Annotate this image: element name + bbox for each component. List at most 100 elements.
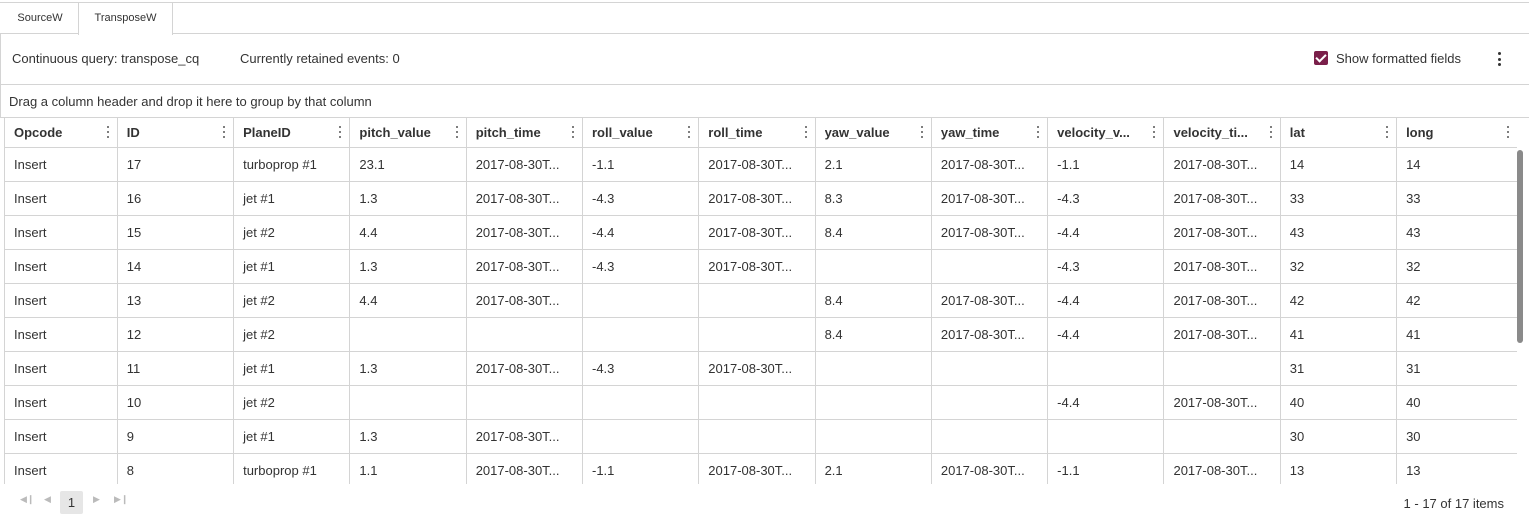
table-row[interactable]: Insert 13 jet #2 4.4 2017-08-30T... 8.4 2017-0… <box>5 283 1517 318</box>
table-cell: jet #2 <box>233 317 351 352</box>
column-header[interactable]: long <box>1396 118 1517 148</box>
tab-bar: SourceW TransposeW <box>0 3 1529 35</box>
table-cell: 2017-08-30T... <box>466 181 583 216</box>
table-cell: 17 <box>117 147 235 182</box>
table-cell: Insert <box>5 419 118 454</box>
column-menu-icon[interactable] <box>106 126 110 138</box>
table-cell: 2017-08-30T... <box>931 147 1049 182</box>
table-cell: -4.3 <box>1047 181 1165 216</box>
table-cell: 10 <box>117 385 235 420</box>
column-header[interactable]: velocity_ti... <box>1163 118 1281 148</box>
table-cell <box>349 385 467 420</box>
table-cell <box>698 317 816 352</box>
table-cell: 2017-08-30T... <box>466 283 583 318</box>
table-cell: jet #2 <box>233 283 351 318</box>
column-header-label: yaw_value <box>824 125 890 141</box>
column-header[interactable]: roll_value <box>582 118 700 148</box>
group-drop-area[interactable]: Drag a column header and drop it here to… <box>0 84 1529 118</box>
table-cell <box>1163 419 1281 454</box>
table-row[interactable]: Insert 12 jet #2 8.4 2017-08-30T... -4.4 2017-… <box>5 317 1517 352</box>
table-cell <box>698 283 816 318</box>
tab-sourcew[interactable]: SourceW <box>17 12 63 24</box>
table-cell: -4.3 <box>582 181 700 216</box>
table-row[interactable]: Insert 17 turboprop #1 23.1 2017-08-30T... -1… <box>5 147 1517 182</box>
table-cell: 9 <box>117 419 235 454</box>
column-menu-icon[interactable] <box>1153 126 1156 138</box>
column-header[interactable]: velocity_v... <box>1047 118 1165 148</box>
page-1-button[interactable]: 1 <box>60 491 83 514</box>
table-cell: 2017-08-30T... <box>1163 453 1281 484</box>
table-row[interactable]: Insert 8 turboprop #1 1.1 2017-08-30T... -1.1… <box>5 453 1517 484</box>
table-cell: 2017-08-30T... <box>1163 147 1281 182</box>
prev-page-icon[interactable]: ◀ <box>44 494 51 504</box>
column-header[interactable]: yaw_time <box>931 118 1049 148</box>
table-cell: 2017-08-30T... <box>1163 181 1281 216</box>
column-header[interactable]: pitch_value <box>349 118 467 148</box>
table-cell: 2017-08-30T... <box>466 215 583 250</box>
table-cell: 2017-08-30T... <box>931 181 1049 216</box>
column-menu-icon[interactable] <box>920 126 924 138</box>
table-cell: jet #2 <box>233 215 351 250</box>
column-menu-icon[interactable] <box>688 126 691 138</box>
column-menu-icon[interactable] <box>1037 126 1040 138</box>
table-cell: 1.3 <box>349 419 467 454</box>
vertical-scrollbar[interactable] <box>1517 150 1523 343</box>
table-cell: -4.3 <box>582 249 700 284</box>
tab-transposew[interactable]: TransposeW <box>78 3 173 35</box>
table-row[interactable]: Insert 10 jet #2 -4.4 2017-08-30T... 40 40 <box>5 385 1517 420</box>
more-options-icon[interactable] <box>1491 50 1507 68</box>
table-cell: -4.3 <box>1047 249 1165 284</box>
table-row[interactable]: Insert 16 jet #1 1.3 2017-08-30T... -4.3 2017-… <box>5 181 1517 216</box>
next-page-icon[interactable]: ▶ <box>93 494 100 504</box>
column-header[interactable]: Opcode <box>5 118 118 148</box>
data-grid: Opcode ID PlaneID pitch_value pitch_time roll… <box>4 118 1526 484</box>
table-cell: jet #1 <box>233 249 351 284</box>
table-cell: 2017-08-30T... <box>1163 249 1281 284</box>
column-menu-icon[interactable] <box>1386 126 1389 138</box>
column-header[interactable]: pitch_time <box>466 118 583 148</box>
column-header[interactable]: yaw_value <box>815 118 932 148</box>
table-cell: Insert <box>5 181 118 216</box>
table-cell: -1.1 <box>1047 147 1165 182</box>
table-cell <box>582 385 700 420</box>
column-header[interactable]: PlaneID <box>233 118 351 148</box>
column-header-label: velocity_v... <box>1057 125 1130 141</box>
column-menu-icon[interactable] <box>804 126 808 138</box>
table-cell: Insert <box>5 385 118 420</box>
column-menu-icon[interactable] <box>339 126 342 138</box>
column-menu-icon[interactable] <box>571 126 575 138</box>
table-cell <box>1047 351 1165 386</box>
column-header[interactable]: roll_time <box>698 118 816 148</box>
table-cell: Insert <box>5 249 118 284</box>
column-header[interactable]: ID <box>117 118 235 148</box>
column-menu-icon[interactable] <box>1269 126 1273 138</box>
table-cell: 43 <box>1396 215 1517 250</box>
table-cell: 2017-08-30T... <box>931 317 1049 352</box>
table-cell: 2017-08-30T... <box>931 215 1049 250</box>
last-page-icon[interactable]: ▶❙ <box>114 494 129 504</box>
table-cell: 13 <box>1396 453 1517 484</box>
table-cell: 1.3 <box>349 351 467 386</box>
table-cell: Insert <box>5 453 118 484</box>
table-cell: 14 <box>1280 147 1398 182</box>
table-cell: -1.1 <box>1047 453 1165 484</box>
column-header-label: velocity_ti... <box>1173 125 1248 141</box>
table-row[interactable]: Insert 14 jet #1 1.3 2017-08-30T... -4.3 2017-… <box>5 249 1517 284</box>
top-border <box>0 2 1529 3</box>
first-page-icon[interactable]: ◀❙ <box>20 494 35 504</box>
table-row[interactable]: Insert 15 jet #2 4.4 2017-08-30T... -4.4 2017-… <box>5 215 1517 250</box>
table-cell: turboprop #1 <box>233 147 351 182</box>
column-header[interactable]: lat <box>1280 118 1398 148</box>
column-header-label: roll_value <box>591 125 653 141</box>
column-menu-icon[interactable] <box>455 126 459 138</box>
table-cell: 31 <box>1396 351 1517 386</box>
column-menu-icon[interactable] <box>1507 126 1510 138</box>
table-cell: 2017-08-30T... <box>698 453 816 484</box>
group-hint-text: Drag a column header and drop it here to… <box>9 94 372 109</box>
show-formatted-checkbox[interactable] <box>1314 51 1328 65</box>
table-row[interactable]: Insert 9 jet #1 1.3 2017-08-30T... 30 30 <box>5 419 1517 454</box>
table-cell: 2017-08-30T... <box>466 453 583 484</box>
show-formatted-label[interactable]: Show formatted fields <box>1336 51 1462 66</box>
table-row[interactable]: Insert 11 jet #1 1.3 2017-08-30T... -4.3 2017-… <box>5 351 1517 386</box>
column-menu-icon[interactable] <box>223 126 226 138</box>
